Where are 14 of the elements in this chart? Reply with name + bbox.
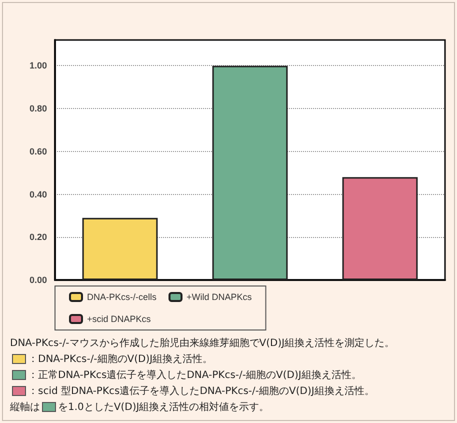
y-tick-label: 0.20 (29, 232, 47, 242)
legend-label: +scid DNAPKcs (87, 314, 152, 324)
text: DNA-PKcs-/-マウスから作成した胎児由来線維芽細胞でV(D)J組換え活性を測定した。 (10, 336, 396, 351)
text: ：scid 型DNA-PKcs遺伝子を導入したDNA-PKcs-/-細胞のV(D)J組換え活性。 (27, 384, 376, 399)
text: ：DNA-PKcs-/-細胞のV(D)J組換え活性。 (27, 352, 214, 367)
y-tick-label: 0.40 (29, 189, 47, 200)
y-tick-label: 0.00 (29, 275, 47, 285)
legend-label: +Wild DNAPKcs (186, 292, 252, 302)
text: 縦軸は を1.0としたV(D)J組換え活性の相対値を示す。 (10, 402, 270, 413)
y-tick-label: 0.60 (29, 146, 47, 156)
text: ：正常DNA-PKcs遺伝子を導入したDNA-PKcs-/-細胞のV(D)J組換え活性。 (27, 368, 362, 383)
y-tick-label: 1.00 (29, 60, 47, 71)
y-tick-label: 0.80 (29, 104, 47, 114)
legend-label: DNA-PKcs-/-cells (87, 292, 158, 302)
